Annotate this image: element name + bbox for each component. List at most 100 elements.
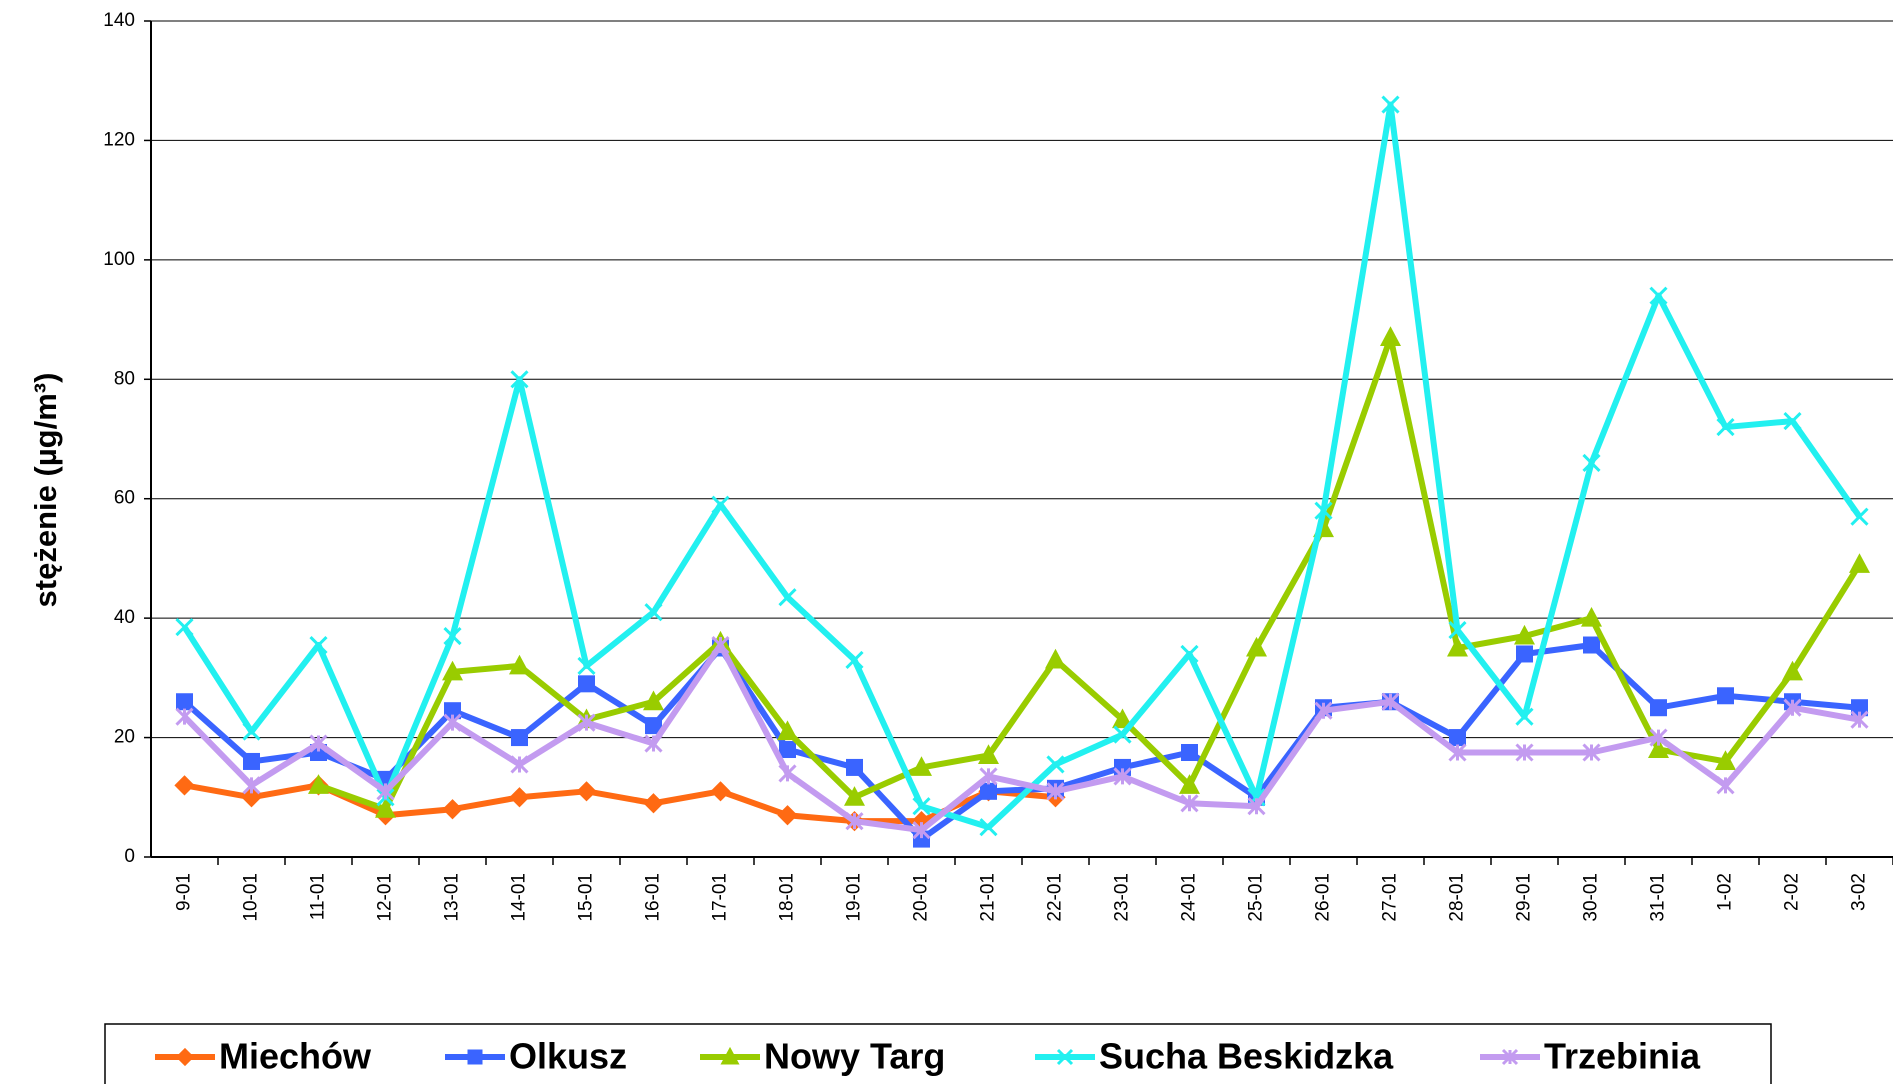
x-tick-label: 2-02 [1782, 873, 1803, 911]
marker [1179, 774, 1200, 794]
series-line [182, 642, 1861, 834]
marker [1715, 750, 1736, 770]
marker [1180, 794, 1199, 813]
marker [1581, 606, 1602, 627]
x-tick-label: 1-02 [1715, 873, 1736, 911]
marker [1716, 776, 1735, 795]
marker [243, 752, 260, 770]
marker [912, 797, 931, 816]
marker [1314, 701, 1333, 720]
marker [1113, 767, 1132, 786]
marker [1583, 636, 1600, 654]
x-tick-label: 15-01 [576, 873, 597, 922]
x-tick-label: 29-01 [1514, 873, 1535, 922]
marker [175, 707, 194, 726]
marker [1046, 755, 1065, 774]
marker [1650, 699, 1667, 717]
marker [1380, 326, 1401, 346]
x-tick-label: 20-01 [911, 873, 932, 922]
marker [577, 656, 596, 675]
marker [1247, 797, 1266, 816]
marker [511, 729, 528, 747]
marker [1181, 744, 1198, 761]
series-line [182, 642, 1860, 843]
marker [978, 744, 999, 764]
marker [442, 660, 463, 681]
x-tick-label: 26-01 [1313, 873, 1334, 922]
x-tick-label: 17-01 [710, 873, 731, 922]
legend-label: Miechów [219, 1036, 372, 1077]
marker [1381, 95, 1400, 114]
x-tick-label: 16-01 [643, 873, 664, 922]
x-tick-label: 23-01 [1112, 873, 1133, 922]
legend-label: Olkusz [509, 1036, 627, 1077]
marker [1045, 648, 1066, 669]
x-tick-label: 12-01 [375, 873, 396, 922]
marker [643, 690, 664, 711]
marker [777, 720, 798, 741]
legend-label: Nowy Targ [764, 1036, 945, 1077]
marker [576, 781, 597, 802]
marker [175, 618, 194, 637]
legend-label: Sucha Beskidzka [1099, 1036, 1394, 1077]
marker [1516, 645, 1533, 663]
marker [176, 693, 193, 711]
x-tick-label: 25-01 [1246, 873, 1267, 922]
y-tick-label: 60 [114, 488, 135, 509]
x-tick-label: 22-01 [1045, 873, 1066, 922]
marker [1501, 1048, 1519, 1066]
x-tick-label: 18-01 [777, 873, 798, 922]
marker [577, 713, 596, 732]
marker [308, 774, 329, 794]
marker [1112, 708, 1133, 729]
marker [980, 782, 997, 800]
marker [1717, 687, 1734, 705]
marker [309, 734, 328, 753]
x-tick-label: 24-01 [1179, 873, 1200, 922]
marker [710, 781, 731, 802]
marker [1515, 707, 1534, 726]
x-tick-label: 11-01 [308, 873, 329, 920]
marker [1180, 644, 1199, 664]
marker [1381, 692, 1400, 711]
marker [711, 495, 730, 514]
marker [1515, 743, 1534, 762]
marker [1448, 621, 1467, 640]
marker [644, 734, 663, 753]
y-axis-label: stężenie (µg/m³) [28, 373, 63, 608]
marker [442, 799, 463, 820]
marker [845, 812, 864, 831]
y-tick-label: 40 [114, 607, 135, 628]
marker [846, 758, 863, 776]
marker [912, 821, 931, 840]
marker [644, 603, 663, 622]
marker [1113, 725, 1132, 744]
marker [778, 764, 797, 783]
x-tick-label: 13-01 [442, 873, 463, 922]
marker [1314, 501, 1333, 520]
x-tick-label: 21-01 [978, 873, 999, 922]
marker [1046, 782, 1065, 801]
marker [242, 776, 261, 795]
y-tick-label: 20 [114, 727, 135, 748]
x-tick-label: 28-01 [1447, 873, 1468, 922]
y-tick-label: 120 [103, 129, 135, 150]
marker [509, 787, 530, 808]
marker [979, 818, 998, 837]
marker [1448, 743, 1467, 762]
marker [1783, 412, 1802, 431]
series-line [181, 101, 1862, 831]
y-tick-label: 80 [114, 368, 135, 389]
marker [643, 793, 664, 814]
marker [376, 782, 395, 801]
marker [174, 775, 195, 796]
marker [1783, 698, 1802, 717]
marker [309, 635, 328, 655]
marker [242, 722, 261, 741]
marker [1582, 743, 1601, 762]
marker [777, 805, 798, 826]
marker [1447, 636, 1468, 657]
x-tick-label: 10-01 [241, 873, 262, 922]
marker [779, 741, 796, 759]
